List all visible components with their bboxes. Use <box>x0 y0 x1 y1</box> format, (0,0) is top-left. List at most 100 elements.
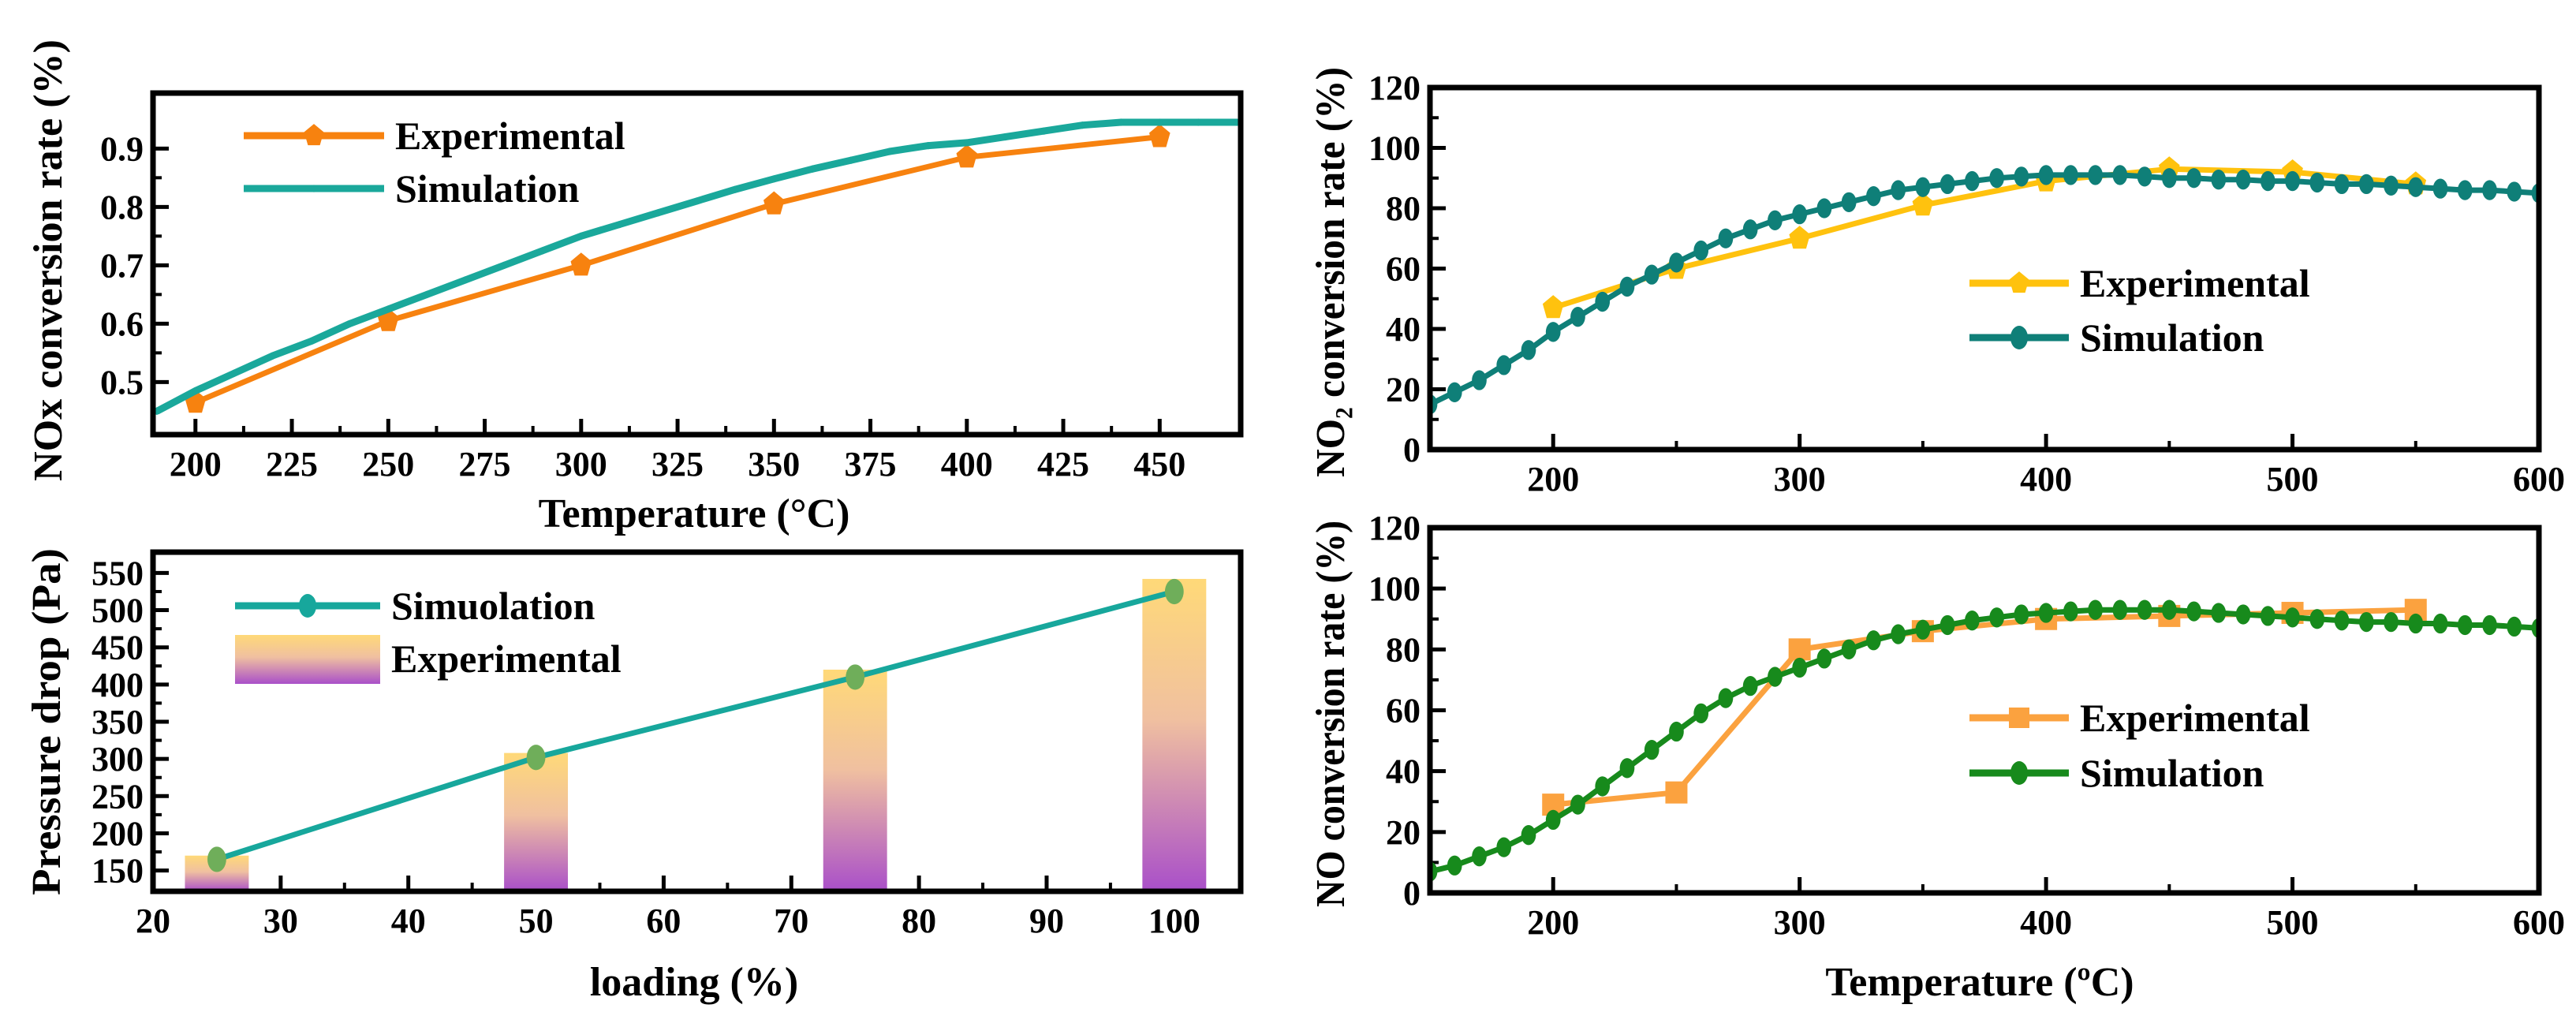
data-point-simulation <box>2186 168 2201 189</box>
bar-experimental <box>823 669 887 891</box>
y-tick-label: 100 <box>1368 569 1421 608</box>
y-tick-label: 0.7 <box>100 246 144 285</box>
x-axis-label: Temperature (°C) <box>539 491 850 536</box>
data-point-simulation <box>2038 165 2054 185</box>
data-point-simulation <box>1891 180 1906 200</box>
data-point-simulation <box>1915 177 1931 197</box>
x-tick-label: 200 <box>170 445 222 484</box>
data-point-simulation <box>1447 382 1462 402</box>
data-point-simulation <box>1841 639 1857 659</box>
series-line-simulation <box>155 118 1238 415</box>
data-point-simulation <box>2038 603 2054 623</box>
data-point-simulation <box>694 197 700 205</box>
data-point-simulation <box>2063 165 2078 185</box>
plot-frame <box>1427 525 2542 896</box>
x-tick-label: 300 <box>1774 460 1826 499</box>
y-tick-label: 250 <box>91 777 144 816</box>
data-point-simulation <box>578 232 584 240</box>
data-point-simulation <box>1496 355 1512 375</box>
y-tick-label: 0 <box>1403 874 1421 913</box>
data-point-simulation <box>1195 118 1201 126</box>
data-point-simulation <box>1693 240 1709 261</box>
legend-entry-simulation-marker <box>2010 326 2029 349</box>
data-point-simulation <box>1965 611 1980 631</box>
data-point-simulation <box>2384 175 2399 196</box>
data-point-simulation <box>1989 168 2004 189</box>
y-tick-label: 200 <box>91 814 144 853</box>
data-point-simulation <box>2358 611 2374 633</box>
legend: Experimental Simulation <box>1969 261 2310 360</box>
data-point-simulation <box>2211 170 2227 190</box>
data-point-simulation <box>1693 703 1709 724</box>
x-tick-label: 600 <box>2513 460 2565 499</box>
data-point-simulation <box>2088 599 2103 620</box>
data-point-simulation <box>1156 118 1163 126</box>
x-tick-label: 50 <box>519 902 554 940</box>
panel-no-conversion: 200 300 400 500 600 0 20 40 60 80 100 120 NO convers… <box>1309 509 2565 1005</box>
x-tick-label: 600 <box>2513 903 2565 942</box>
data-point-simulation <box>1718 688 1734 708</box>
y-tick-label: 80 <box>1386 630 1421 669</box>
data-point-simulation <box>1595 291 1611 312</box>
data-point-simulation <box>1742 675 1758 696</box>
y-axis-label: NO conversion rate (%) <box>1309 521 1353 907</box>
x-axis-label: loading (%) <box>590 960 798 1005</box>
y-tick-label: 120 <box>1368 69 1421 107</box>
x-tick-label: 100 <box>1148 902 1200 940</box>
data-point-simulation <box>1939 614 1955 636</box>
data-point-experimental <box>1912 192 1934 216</box>
x-tick-label: 225 <box>266 445 318 484</box>
plot-frame <box>150 549 1244 894</box>
legend: Simuolation Experimental <box>235 584 622 684</box>
legend-entry-experimental-label: Experimental <box>2080 261 2310 305</box>
y-tick-label: 120 <box>1368 509 1421 547</box>
data-point-simulation <box>2432 178 2448 199</box>
y-tick-label: 80 <box>1386 189 1421 228</box>
data-point-simulation <box>539 247 546 255</box>
data-point-simulation <box>1644 264 1659 285</box>
data-point-simulation <box>1891 624 1906 644</box>
x-tick-label: 300 <box>555 445 607 484</box>
data-point-simulation <box>270 352 275 360</box>
data-point-simulation <box>1595 776 1611 797</box>
data-point-simulation <box>733 185 738 193</box>
plot-frame <box>150 90 1244 438</box>
data-point-simulation <box>1965 170 1980 192</box>
legend-entry-experimental-label: Experimental <box>391 637 622 681</box>
data-point-simulation <box>2235 170 2251 190</box>
data-point-experimental <box>1149 124 1170 148</box>
data-point-simulation <box>2334 611 2350 631</box>
data-point-simulation <box>771 175 777 183</box>
bar-experimental <box>1142 578 1207 891</box>
data-point-experimental <box>1788 638 1811 661</box>
data-point-simulation <box>2088 165 2103 185</box>
data-point-simulation <box>2137 166 2152 187</box>
data-point-simulation <box>2161 599 2177 620</box>
data-point-simulation <box>308 337 314 345</box>
data-point-simulation <box>1472 370 1487 390</box>
data-point-simulation <box>2137 599 2152 620</box>
data-point-simulation <box>2457 614 2473 636</box>
data-point-simulation <box>385 305 391 313</box>
legend-entry-experimental-marker <box>2009 708 2029 728</box>
data-point-simulation <box>1816 648 1832 669</box>
data-point-simulation <box>1570 307 1585 327</box>
panel-no2-conversion: 200 300 400 500 600 0 20 40 60 80 100 120 NO₂ conver… <box>1309 67 2565 499</box>
bar-experimental <box>504 752 569 891</box>
data-point-simulation <box>655 209 661 217</box>
data-point-simulation <box>2482 180 2497 200</box>
data-point-simulation <box>2112 599 2128 620</box>
data-point-simulation <box>2260 606 2275 626</box>
data-point-simulation <box>1496 837 1512 857</box>
data-point-simuolation <box>526 745 546 771</box>
plot-frame <box>1427 84 2542 453</box>
legend-entry-simulation-label: Simulation <box>2080 316 2264 360</box>
data-point-simulation <box>1939 174 1955 195</box>
legend: Experimental Simulation <box>1969 696 2310 795</box>
data-point-simulation <box>2186 601 2201 622</box>
y-tick-label: 40 <box>1386 752 1421 791</box>
y-tick-label: 0.5 <box>100 363 144 401</box>
x-tick-label: 200 <box>1527 903 1579 942</box>
y-tick-label: 300 <box>91 740 144 779</box>
data-point-simulation <box>1644 740 1659 760</box>
